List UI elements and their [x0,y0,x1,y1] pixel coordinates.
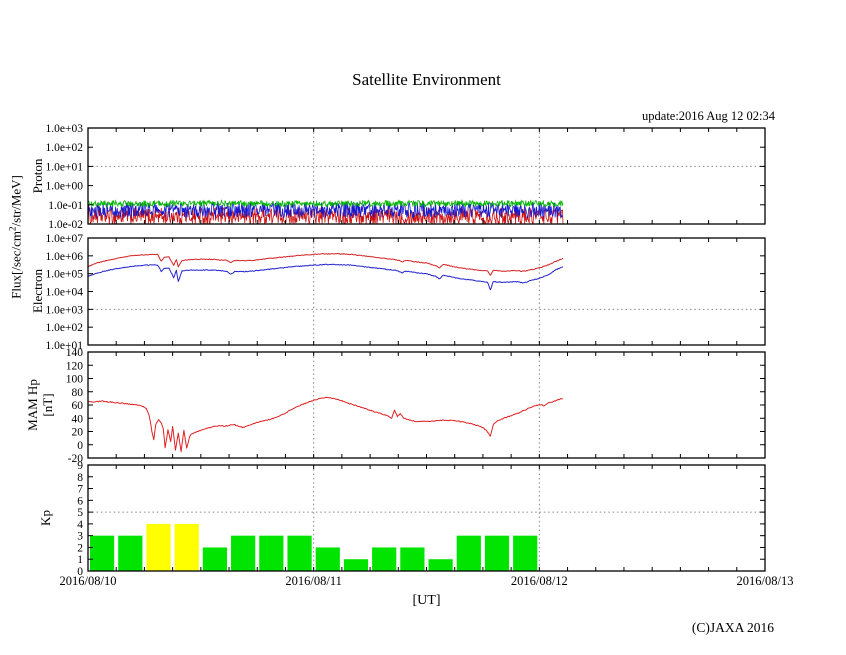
electron-red-line [87,253,564,276]
page-title: Satellite Environment [352,70,501,89]
kp-ytick-label: 5 [77,507,83,519]
mam-ytick-label: 40 [72,413,84,425]
x-axis-day-label: 2016/08/12 [511,574,568,588]
electron-ytick-label: 1.0e+07 [46,233,84,245]
kp-bar [231,535,256,571]
mam-hp-line [87,396,563,453]
electron-panel-border [87,237,766,346]
electron-ytick-label: 1.0e+02 [46,322,84,334]
proton-ytick-label: 1.0e+02 [46,142,84,154]
proton-ytick-label: 1.0e-01 [48,200,83,212]
kp-ytick-label: 0 [77,566,83,578]
kp-bar [174,523,199,571]
copyright-text: (C)JAXA 2016 [691,620,774,635]
kp-bar [202,547,228,571]
mam-panel-border [87,351,766,459]
x-axis-day-label: 2016/08/11 [285,574,341,588]
kp-ytick-label: 1 [77,554,83,566]
proton-ytick-label: 1.0e+03 [46,123,84,135]
kp-bar [118,535,143,571]
kp-ytick-label: 2 [77,542,83,554]
proton-ytick-label: 1.0e+00 [46,181,84,193]
mam-ytick-label: 20 [72,427,84,439]
kp-bar [372,547,397,571]
mam-ytick-label: 100 [66,374,84,386]
electron-ytick-label: 1.0e+06 [46,251,84,263]
proton-ytick-label: 1.0e+01 [46,161,84,173]
kp-ytick-label: 6 [77,495,83,507]
proton-ytick-label: 1.0e-02 [48,219,83,231]
x-axis-day-label: 2016/08/10 [60,574,117,588]
kp-ytick-label: 9 [77,460,83,472]
mam-ytick-label: 140 [66,347,84,359]
mam-ytick-label: -20 [68,453,84,465]
kp-bar [484,535,510,571]
electron-blue-line [87,263,564,291]
x-axis-day-label: 2016/08/13 [737,574,794,588]
kp-bar [146,523,171,571]
x-unit-label: [UT] [412,593,441,608]
kp-bar [428,559,453,571]
kp-bar [287,535,312,571]
mam-ytick-label: 60 [72,400,84,412]
update-timestamp: update:2016 Aug 12 02:34 [642,109,775,123]
kp-bar [400,547,425,571]
kp-ytick-label: 8 [77,472,83,484]
mam-ytick-label: 80 [72,387,84,399]
kp-bar [90,535,115,571]
electron-ytick-label: 1.0e+05 [46,269,84,281]
mam-ytick-label: 120 [66,360,84,372]
electron-ytick-label: 1.0e+04 [46,287,84,299]
proton-green-trace [87,198,564,208]
kp-ytick-label: 4 [77,519,83,531]
electron-ytick-label: 1.0e+03 [46,304,84,316]
kp-bar [259,535,284,571]
kp-ytick-label: 7 [77,484,83,496]
kp-bar [456,535,481,571]
electron-ytick-label: 1.0e+01 [46,340,84,352]
kp-ytick-label: 3 [77,531,83,543]
kp-bar [513,535,538,571]
mam-ytick-label: 0 [77,440,83,452]
kp-bar [315,547,340,571]
kp-bar [343,559,369,571]
